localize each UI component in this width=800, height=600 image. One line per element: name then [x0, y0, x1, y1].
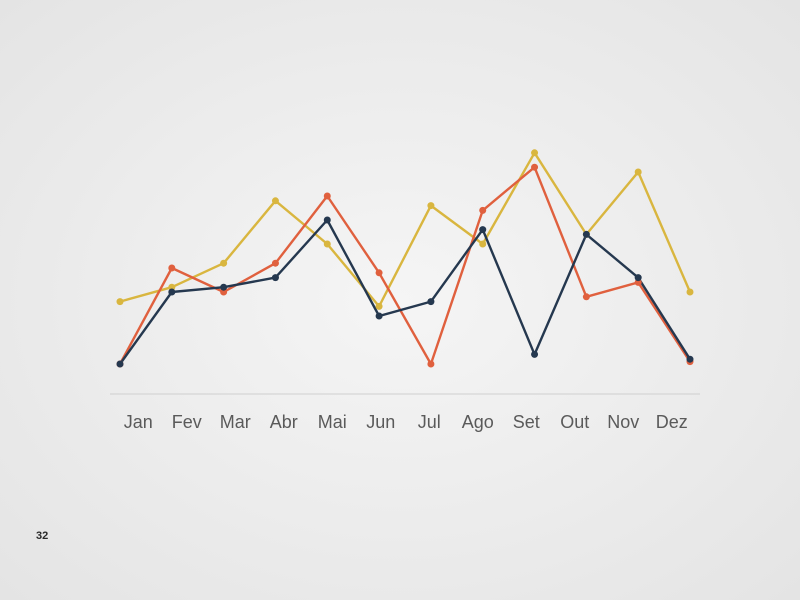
chart-point [168, 265, 175, 272]
chart-point [687, 356, 694, 363]
chart-point [376, 269, 383, 276]
chart-point [479, 207, 486, 214]
chart-point [324, 217, 331, 224]
chart-point [635, 274, 642, 281]
chart-point [272, 274, 279, 281]
chart-point [531, 164, 538, 171]
chart-point [324, 193, 331, 200]
chart-point [583, 231, 590, 238]
x-axis-label: Mar [211, 412, 260, 433]
page-number: 32 [36, 530, 48, 542]
x-axis-label: Dez [648, 412, 697, 433]
chart-point [531, 351, 538, 358]
chart-point [117, 361, 124, 368]
chart-point [117, 298, 124, 305]
chart-point [272, 197, 279, 204]
line-chart: JanFevMarAbrMaiJunJulAgoSetOutNovDez [110, 140, 700, 433]
chart-point [531, 149, 538, 156]
x-axis-label: Abr [260, 412, 309, 433]
x-axis-labels: JanFevMarAbrMaiJunJulAgoSetOutNovDez [110, 412, 700, 433]
chart-canvas [110, 140, 700, 400]
x-axis-label: Set [502, 412, 551, 433]
x-axis-label: Jan [114, 412, 163, 433]
chart-point [220, 284, 227, 291]
x-axis-label: Out [551, 412, 600, 433]
x-axis-label: Nov [599, 412, 648, 433]
chart-point [220, 260, 227, 267]
chart-point [479, 241, 486, 248]
chart-point [687, 289, 694, 296]
x-axis-label: Ago [454, 412, 503, 433]
chart-point [427, 361, 434, 368]
chart-point [324, 241, 331, 248]
chart-point [376, 313, 383, 320]
chart-point [427, 202, 434, 209]
chart-point [272, 260, 279, 267]
chart-point [376, 303, 383, 310]
chart-line-series-orange [120, 167, 690, 364]
chart-point [479, 226, 486, 233]
x-axis-label: Jul [405, 412, 454, 433]
chart-point [168, 289, 175, 296]
chart-point [427, 298, 434, 305]
x-axis-label: Fev [163, 412, 212, 433]
x-axis-label: Jun [357, 412, 406, 433]
chart-point [583, 293, 590, 300]
x-axis-label: Mai [308, 412, 357, 433]
chart-point [635, 169, 642, 176]
